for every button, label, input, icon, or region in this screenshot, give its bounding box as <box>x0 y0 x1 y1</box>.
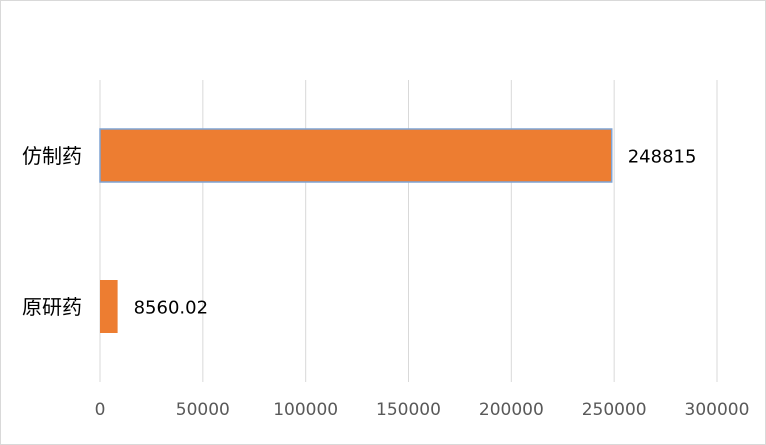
bar <box>99 128 613 183</box>
data-label: 8560.02 <box>134 298 208 319</box>
x-tick-label: 250000 <box>582 400 647 420</box>
x-tick-label: 150000 <box>376 400 441 420</box>
x-tick-label: 100000 <box>273 400 338 420</box>
y-tick-label: 原研药 <box>22 295 82 319</box>
bar <box>100 280 118 333</box>
x-tick-label: 200000 <box>479 400 544 420</box>
x-tick-label: 50000 <box>176 400 230 420</box>
data-label: 248815 <box>628 147 697 168</box>
x-tick-label: 0 <box>95 400 106 420</box>
y-tick-label: 仿制药 <box>22 144 82 168</box>
x-tick-label: 300000 <box>685 400 750 420</box>
